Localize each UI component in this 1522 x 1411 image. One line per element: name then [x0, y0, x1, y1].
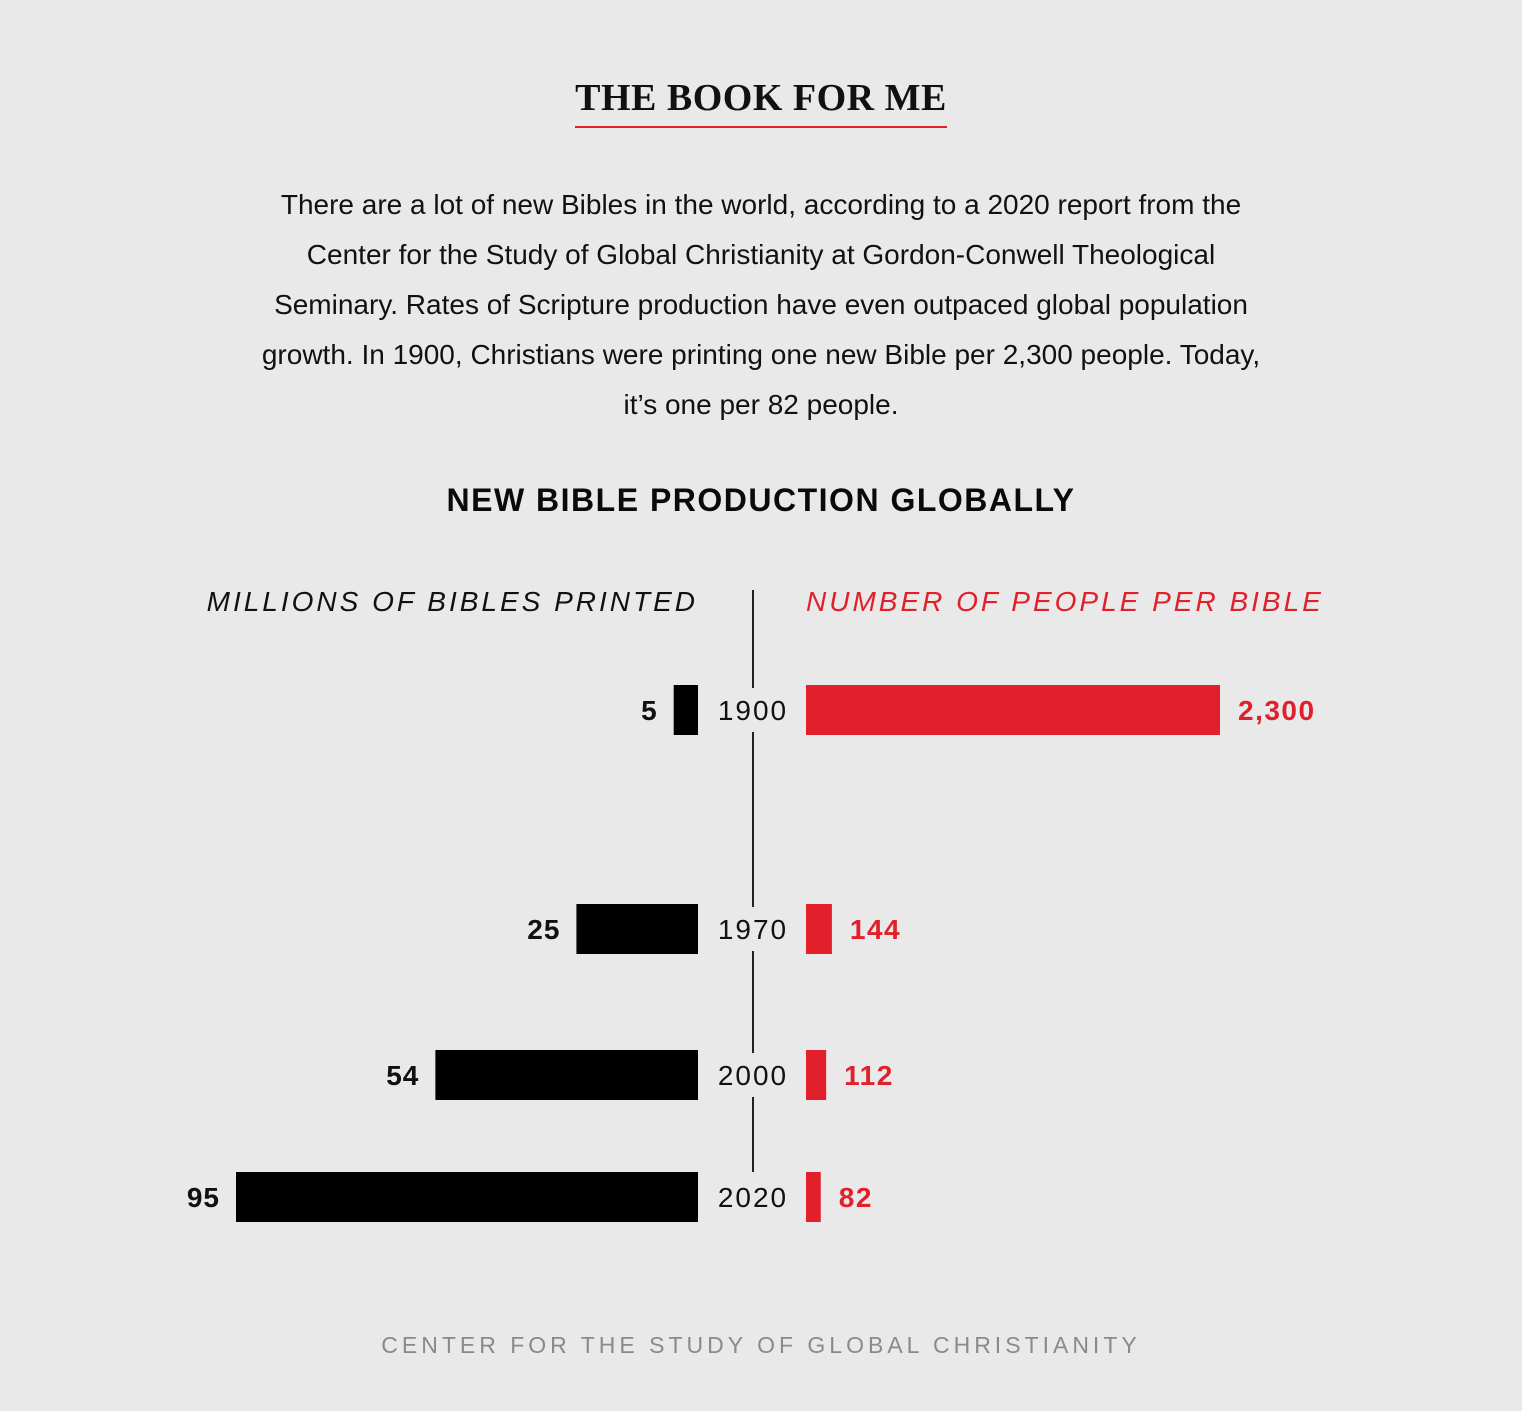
- bar-bibles-printed-1970: [576, 904, 698, 954]
- bar-people-per-bible-1970: [806, 904, 832, 954]
- right-series-label: NUMBER OF PEOPLE PER BIBLE: [806, 586, 1324, 617]
- source-credit: CENTER FOR THE STUDY OF GLOBAL CHRISTIAN…: [381, 1332, 1141, 1358]
- chart-title: NEW BIBLE PRODUCTION GLOBALLY: [446, 482, 1076, 518]
- bar-bibles-printed-2000: [435, 1050, 698, 1100]
- bar-bibles-printed-1900: [673, 685, 698, 735]
- bar-people-per-bible-2020: [806, 1172, 821, 1222]
- value-label-people-2020: 82: [839, 1182, 873, 1213]
- value-label-bibles-2000: 54: [386, 1060, 419, 1091]
- bar-people-per-bible-1900: [806, 685, 1220, 735]
- value-label-people-2000: 112: [844, 1060, 894, 1091]
- bar-bibles-printed-2020: [236, 1172, 698, 1222]
- value-label-bibles-1900: 5: [641, 695, 658, 726]
- value-label-bibles-2020: 95: [187, 1182, 220, 1213]
- value-label-bibles-1970: 25: [527, 914, 560, 945]
- year-label-1970: 1970: [718, 914, 788, 945]
- left-series-label: MILLIONS OF BIBLES PRINTED: [206, 586, 698, 617]
- year-label-2000: 2000: [718, 1060, 788, 1091]
- year-label-1900: 1900: [718, 695, 788, 726]
- heading-container: THE BOOK FOR ME: [0, 77, 1522, 128]
- page-title: THE BOOK FOR ME: [575, 77, 947, 128]
- year-label-2020: 2020: [718, 1182, 788, 1213]
- intro-paragraph: There are a lot of new Bibles in the wor…: [261, 189, 1261, 420]
- value-label-people-1900: 2,300: [1238, 695, 1316, 726]
- bar-people-per-bible-2000: [806, 1050, 827, 1100]
- value-label-people-1970: 144: [850, 914, 901, 945]
